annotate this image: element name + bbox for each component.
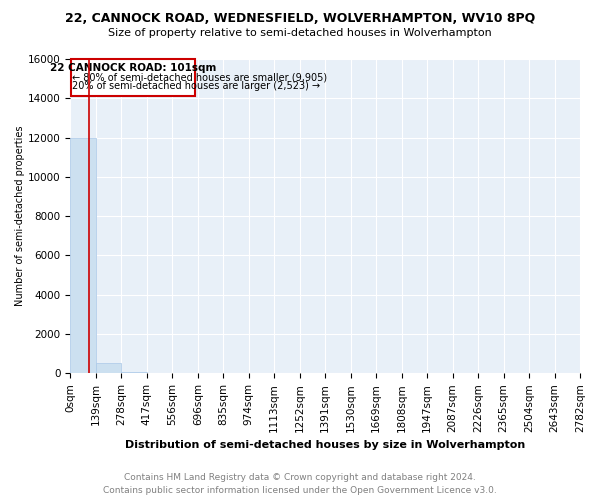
Text: Size of property relative to semi-detached houses in Wolverhampton: Size of property relative to semi-detach… [108, 28, 492, 38]
Y-axis label: Number of semi-detached properties: Number of semi-detached properties [15, 126, 25, 306]
Text: 20% of semi-detached houses are larger (2,523) →: 20% of semi-detached houses are larger (… [72, 80, 320, 90]
Bar [96, 364, 121, 373]
X-axis label: Distribution of semi-detached houses by size in Wolverhampton: Distribution of semi-detached houses by … [125, 440, 525, 450]
Text: Contains HM Land Registry data © Crown copyright and database right 2024.
Contai: Contains HM Land Registry data © Crown c… [103, 474, 497, 495]
Bar [121, 372, 146, 373]
Text: ← 80% of semi-detached houses are smaller (9,905): ← 80% of semi-detached houses are smalle… [72, 72, 327, 83]
Bar [70, 138, 96, 373]
Text: 22 CANNOCK ROAD: 101sqm: 22 CANNOCK ROAD: 101sqm [50, 63, 216, 73]
FancyBboxPatch shape [71, 59, 195, 96]
Text: 22, CANNOCK ROAD, WEDNESFIELD, WOLVERHAMPTON, WV10 8PQ: 22, CANNOCK ROAD, WEDNESFIELD, WOLVERHAM… [65, 12, 535, 26]
